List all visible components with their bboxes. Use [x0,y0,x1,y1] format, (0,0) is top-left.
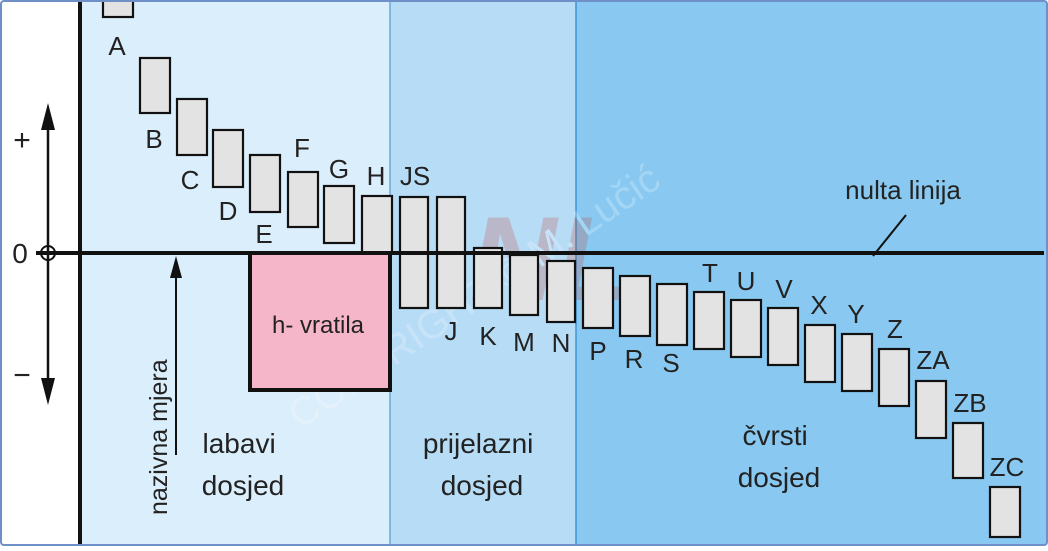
deviation-letter-e: E [255,219,272,249]
tolerance-box-zb [951,421,985,480]
tolerance-box-m [508,253,540,317]
deviation-letter-h: H [367,161,386,191]
nominal-size-arrow [170,256,182,455]
tolerance-box-b [138,56,172,115]
deviation-letter-m: M [513,327,535,357]
deviation-letter-c: C [181,165,200,195]
deviation-letter-a: A [108,31,126,61]
tolerance-box-x [803,323,837,384]
tolerance-box-p [581,266,615,330]
deviation-letter-js: JS [400,161,430,191]
tolerance-box-zc [988,485,1022,539]
tolerance-box-u [729,298,763,359]
deviation-letter-g: G [329,154,349,184]
deviation-letter-n: N [552,328,571,358]
deviation-letter-x: X [810,290,827,320]
tolerance-box-za [914,379,948,440]
tolerance-box-v [766,306,800,367]
zone-label-interference: čvrsti dosjed [738,420,821,493]
tolerance-box-f [286,170,320,229]
h-shaft-tolerance-zone [248,251,392,392]
nominal-size-label: nazivna mjera [145,359,173,515]
plus-sign: + [13,124,31,157]
zero-line-label: nulta linija [845,175,961,205]
deviation-letter-zb: ZB [953,388,986,418]
deviation-letter-k: K [479,321,497,351]
deviation-letter-u: U [737,266,756,296]
tolerance-box-h [360,194,394,255]
deviation-letter-v: V [775,274,793,304]
deviation-letter-za: ZA [916,345,950,375]
deviation-letter-f: F [294,133,310,163]
deviation-letter-p: P [589,336,606,366]
minus-sign: − [13,359,31,392]
tolerance-box-g [322,184,356,245]
tolerance-box-r [618,274,652,338]
deviation-letter-t: T [702,258,718,288]
h-shaft-label: h- vratila [272,312,365,339]
deviation-letter-zc: ZC [990,452,1025,482]
deviation-axis-arrow [40,103,56,405]
deviation-letter-r: R [625,344,644,374]
deviation-letter-z: Z [887,314,903,344]
zone-label-clearance: labavi dosjed [202,428,285,501]
deviation-letter-y: Y [847,299,864,329]
deviation-letter-b: B [145,124,162,154]
deviation-letter-j: J [445,316,458,346]
zero-line-leader [872,214,907,257]
tolerance-box-s [655,282,689,347]
tolerance-box-d [211,128,245,189]
deviation-letter-d: D [219,196,238,226]
tolerance-box-t [692,290,726,351]
tolerance-box-y [840,332,874,393]
deviation-letter-s: S [662,348,679,378]
tolerance-box-e [248,153,282,214]
zone-label-transition: prijelazni dosjed [423,428,541,501]
tolerance-box-c [175,97,209,157]
tolerance-box-k [472,246,504,310]
tolerance-box-z [877,347,911,408]
zero-label: 0 [12,238,28,269]
tolerance-box-a [101,0,135,19]
tolerance-box-n [545,259,577,324]
